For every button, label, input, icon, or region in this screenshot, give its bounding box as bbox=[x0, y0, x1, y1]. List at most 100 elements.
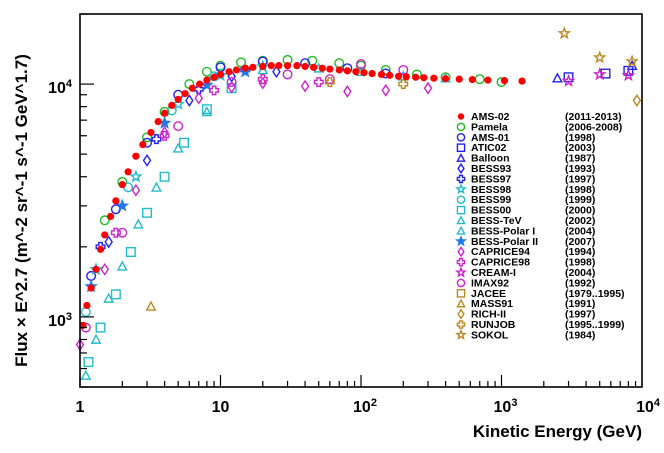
data-point bbox=[394, 72, 403, 80]
legend-label: BESS-TeV bbox=[471, 215, 522, 227]
data-point bbox=[112, 197, 120, 205]
legend-years: (2006-2008) bbox=[565, 121, 622, 133]
data-point bbox=[300, 79, 310, 93]
data-point bbox=[456, 225, 466, 235]
series-caprice98 bbox=[110, 74, 324, 238]
data-point bbox=[115, 198, 130, 212]
data-point bbox=[80, 369, 92, 380]
data-point bbox=[456, 195, 466, 204]
data-point bbox=[160, 126, 169, 139]
legend-years: (1984) bbox=[565, 329, 595, 341]
data-point bbox=[310, 63, 318, 71]
data-point bbox=[454, 328, 468, 341]
legend-item: BESS-TeV (2002) bbox=[456, 215, 595, 227]
legend-label: BESS-Polar II bbox=[471, 236, 538, 248]
legend-years: (1991) bbox=[565, 298, 595, 310]
legend-years: (2002) bbox=[565, 215, 595, 227]
data-point bbox=[324, 77, 335, 88]
series-bess-polar-i bbox=[80, 106, 213, 380]
legend-label: IMAX92 bbox=[471, 277, 509, 289]
data-point bbox=[257, 64, 269, 75]
y-axis-title: Flux × E^2.7 (m^-2 sr^-1 s^-1 GeV^1.7) bbox=[12, 54, 31, 367]
legend-item: CREAM-I (2004) bbox=[454, 266, 595, 279]
legend-label: Balloon bbox=[471, 153, 510, 165]
data-point bbox=[456, 289, 466, 298]
data-point bbox=[99, 215, 110, 226]
data-point bbox=[132, 218, 144, 229]
data-point bbox=[456, 320, 466, 329]
x-tick-label: 104 bbox=[636, 397, 661, 416]
legend-item: BESS-Polar II (2007) bbox=[454, 234, 595, 248]
legend-years: (1987) bbox=[565, 153, 595, 165]
legend-label: MASS91 bbox=[471, 298, 513, 310]
data-point bbox=[181, 90, 189, 98]
data-point bbox=[96, 245, 105, 253]
data-point bbox=[380, 64, 391, 75]
legend-label: CREAM-I bbox=[471, 267, 516, 279]
x-tick-label: 102 bbox=[353, 397, 377, 416]
data-point bbox=[196, 80, 204, 88]
legend-item: IMAX92 (1992) bbox=[456, 277, 595, 289]
legend-label: RUNJOB bbox=[471, 319, 516, 331]
series-caprice94 bbox=[75, 76, 433, 352]
data-point bbox=[632, 94, 642, 107]
legend-years: (1993) bbox=[565, 163, 595, 175]
legend-item: Balloon (1987) bbox=[456, 153, 595, 165]
data-point bbox=[360, 69, 368, 77]
data-point bbox=[90, 333, 102, 344]
x-tick-label: 1 bbox=[76, 399, 85, 416]
data-point bbox=[334, 58, 345, 69]
y-tick-label: 104 bbox=[48, 78, 73, 97]
data-point bbox=[456, 132, 466, 142]
data-point bbox=[335, 66, 343, 74]
data-point bbox=[557, 26, 572, 40]
data-point bbox=[398, 64, 409, 75]
series-bess99 bbox=[80, 71, 220, 317]
data-point bbox=[232, 66, 241, 74]
data-point bbox=[142, 132, 153, 143]
data-point bbox=[131, 183, 141, 197]
data-point bbox=[324, 74, 335, 85]
data-point bbox=[171, 96, 186, 110]
data-point bbox=[267, 62, 275, 70]
data-point bbox=[563, 72, 574, 83]
data-point bbox=[110, 227, 121, 238]
legend-label: BESS93 bbox=[471, 163, 511, 175]
data-point bbox=[83, 301, 91, 310]
legend-item: Pamela (2006-2008) bbox=[456, 121, 622, 133]
series-imax92 bbox=[80, 58, 409, 333]
data-point bbox=[209, 85, 220, 96]
legend: AMS-02 (2011-2013)Pamela (2006-2008)AMS-01… bbox=[454, 111, 625, 341]
legend-label: BESS98 bbox=[471, 184, 511, 196]
data-point bbox=[420, 74, 428, 82]
data-point bbox=[412, 73, 420, 81]
data-point bbox=[468, 76, 476, 84]
data-point bbox=[226, 77, 237, 88]
legend-label: BESS-Polar I bbox=[471, 225, 535, 237]
data-point bbox=[259, 62, 267, 71]
series-bess98 bbox=[89, 59, 270, 276]
series-bess97 bbox=[95, 64, 251, 252]
data-point bbox=[129, 169, 143, 183]
data-point bbox=[600, 68, 611, 79]
data-point bbox=[154, 118, 162, 126]
legend-label: AMS-02 bbox=[471, 111, 510, 123]
legend-label: Pamela bbox=[471, 121, 508, 133]
data-point bbox=[168, 101, 176, 109]
data-point bbox=[457, 308, 465, 320]
legend-item: BESS99 (1999) bbox=[456, 194, 595, 206]
data-point bbox=[147, 128, 155, 137]
data-point bbox=[398, 79, 409, 90]
legend-years: (2011-2013) bbox=[565, 111, 622, 123]
legend-years: (2000) bbox=[565, 205, 595, 217]
data-point bbox=[441, 75, 450, 83]
data-point bbox=[160, 109, 169, 117]
legend-years: (1998) bbox=[565, 257, 595, 269]
legend-label: ATIC02 bbox=[471, 142, 507, 154]
data-point bbox=[200, 77, 214, 91]
legend-label: RICH-II bbox=[471, 309, 506, 321]
data-point bbox=[201, 104, 212, 115]
legend-item: CAPRICE98 (1998) bbox=[456, 257, 595, 269]
legend-item: RICH-II (1997) bbox=[457, 308, 595, 321]
